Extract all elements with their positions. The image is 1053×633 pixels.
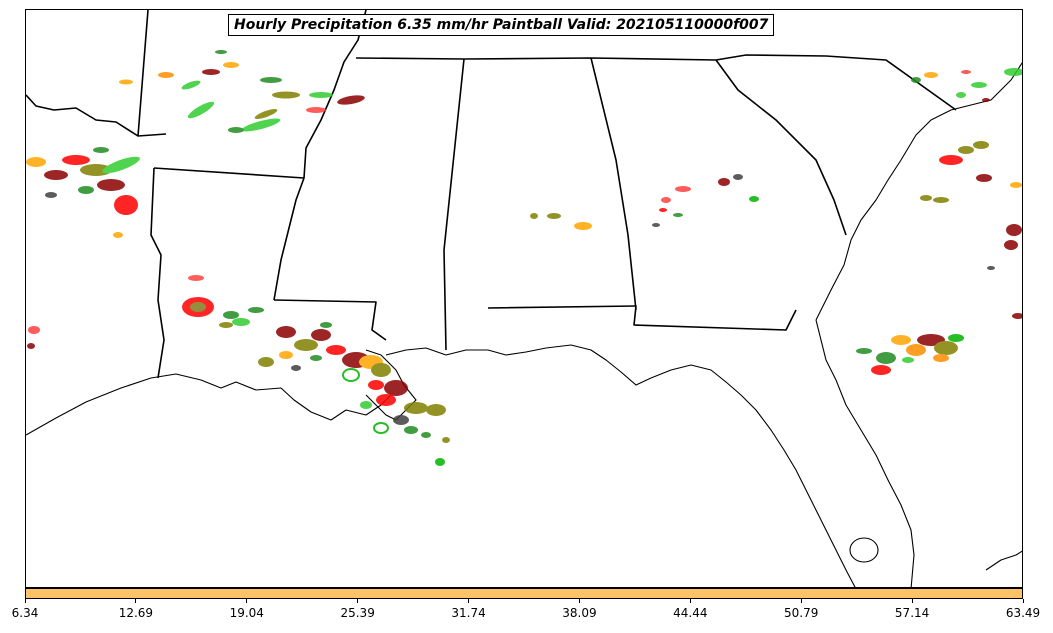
colorbar-tick-mark bbox=[24, 599, 26, 603]
state-border-ga-sc bbox=[715, 59, 847, 236]
map-panel bbox=[25, 9, 1023, 588]
state-border-al-fl bbox=[487, 305, 797, 331]
state-border-ms-al bbox=[443, 58, 465, 351]
colorbar-tick-label: 19.04 bbox=[229, 606, 264, 620]
colorbar-tick-mark bbox=[357, 599, 359, 603]
state-border-ok-tx bbox=[26, 94, 167, 137]
precipitation-blobs bbox=[26, 50, 1022, 466]
colorbar-tick-mark bbox=[1022, 599, 1024, 603]
colorbar-tick-label: 6.34 bbox=[11, 606, 39, 620]
state-boundaries bbox=[26, 10, 957, 379]
colorbar bbox=[25, 588, 1023, 599]
state-border-tx-la bbox=[150, 167, 165, 379]
colorbar-tick-label: 44.44 bbox=[673, 606, 708, 620]
state-border-la-ms bbox=[273, 299, 387, 341]
coast-florida-east bbox=[815, 319, 915, 587]
colorbar-tick-mark bbox=[468, 599, 470, 603]
state-border-ms-river bbox=[273, 10, 367, 301]
colorbar-tick-mark bbox=[135, 599, 137, 603]
colorbar-tick-label: 25.39 bbox=[340, 606, 375, 620]
colorbar-tick-mark bbox=[578, 599, 580, 603]
coast-gulf-panhandle bbox=[385, 344, 757, 411]
coast-atlantic bbox=[815, 62, 1022, 321]
state-border-ms-tn bbox=[355, 57, 717, 61]
colorbar-tick-mark bbox=[246, 599, 248, 603]
map-canvas bbox=[26, 10, 1022, 587]
coast-texas bbox=[26, 373, 392, 436]
map-title: Hourly Precipitation 6.35 mm/hr Paintbal… bbox=[228, 14, 775, 36]
state-border-ar-tx bbox=[137, 10, 149, 137]
colorbar-tick-label: 12.69 bbox=[118, 606, 154, 620]
state-border-ar-la bbox=[153, 167, 305, 179]
coast-florida-west bbox=[755, 409, 856, 587]
coast-florida-south bbox=[985, 550, 1022, 571]
colorbar-tick-label: 31.74 bbox=[451, 606, 486, 620]
colorbar-tick-mark bbox=[911, 599, 913, 603]
colorbar-tick-mark bbox=[689, 599, 691, 603]
state-border-al-ga bbox=[590, 57, 637, 311]
colorbar-tick-label: 63.49 bbox=[1005, 606, 1041, 620]
colorbar-tick-label: 57.14 bbox=[894, 606, 930, 620]
coastlines bbox=[26, 62, 1022, 587]
lake-okeechobee bbox=[849, 537, 879, 563]
colorbar-tick-label: 50.79 bbox=[784, 606, 819, 620]
colorbar-tick-label: 38.09 bbox=[562, 606, 597, 620]
colorbar-tick-mark bbox=[800, 599, 802, 603]
state-border-nc-sc bbox=[715, 54, 957, 111]
